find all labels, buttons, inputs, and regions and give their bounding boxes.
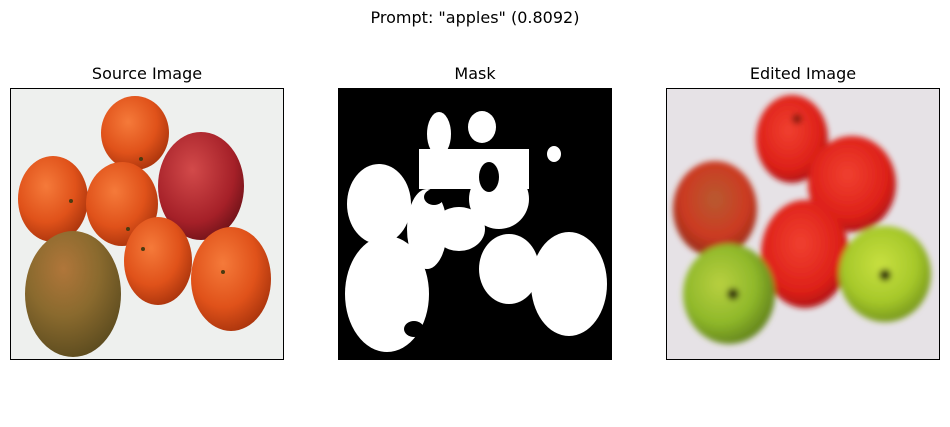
edited-apple-top (756, 95, 828, 183)
edited-apple-center (761, 200, 849, 308)
source-image (11, 89, 283, 359)
source-image-panel (10, 88, 284, 360)
mask-panel (338, 88, 612, 360)
edited-image (667, 89, 939, 359)
source-image-title: Source Image (91, 64, 203, 83)
edited-image-title: Edited Image (749, 64, 857, 83)
edited-apple-right (808, 136, 896, 232)
orange-left (18, 156, 88, 242)
orange-right (191, 227, 271, 331)
edited-apple-left (673, 161, 757, 257)
orange-middle (124, 217, 192, 305)
figure-title: Prompt: "apples" (0.8092) (370, 8, 580, 27)
apple-red (158, 132, 244, 240)
mango (25, 231, 121, 357)
edited-image-panel (666, 88, 940, 360)
mask-image (339, 89, 611, 359)
mask-title: Mask (454, 64, 496, 83)
orange-top (101, 96, 169, 170)
